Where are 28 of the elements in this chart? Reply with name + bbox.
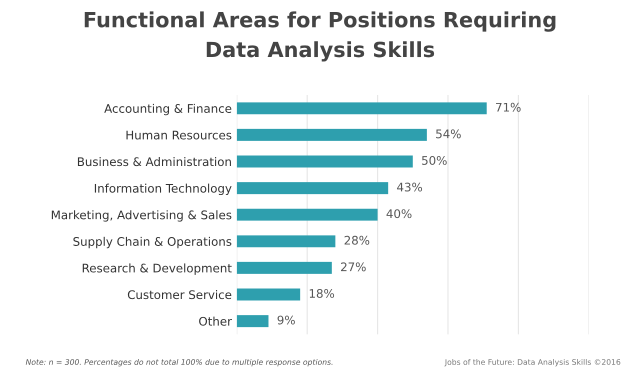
bar [236,102,487,114]
data-label: 54% [436,129,461,138]
y-tick-label: Information Technology [94,184,232,196]
y-tick-label: Marketing, Advertising & Sales [52,210,232,222]
bar [236,262,332,274]
y-tick-label: Other [199,316,232,326]
bar [236,156,413,168]
y-tick-label: Customer Service [128,290,232,300]
data-label: 27% [341,262,366,272]
data-label: 43% [397,182,422,192]
y-tick-label: Research & Development [82,263,232,275]
bar [236,235,336,248]
bar [236,208,378,221]
chart-title: Functional Areas for Positions Requiring Data Analysis Skills [84,11,556,62]
data-label: 71% [496,102,521,112]
bar [236,182,388,194]
data-label: 50% [422,156,447,165]
bar [236,315,268,328]
bar [236,288,300,300]
data-label: 18% [310,288,334,298]
data-label: 9% [278,316,295,325]
data-label: 28% [344,236,370,245]
y-tick-label: Business & Administration [78,157,231,166]
data-label: 40% [386,209,412,218]
bar [236,128,427,141]
y-tick-label: Human Resources [126,130,232,140]
y-tick-label: Supply Chain & Operations [73,236,232,248]
y-tick-label: Accounting & Finance [104,104,232,116]
